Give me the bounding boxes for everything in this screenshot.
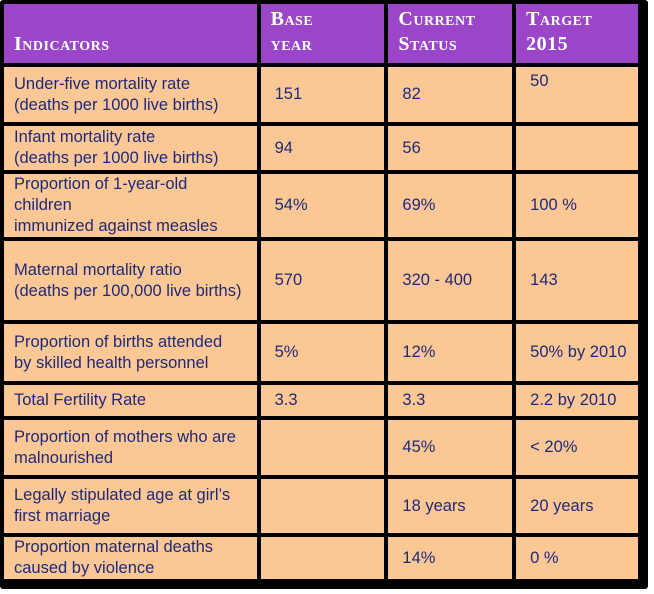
- table-row: Maternal mortality ratio (deaths per 100…: [4, 241, 638, 320]
- target-cell: 50: [516, 67, 638, 122]
- target-cell: 20 years: [516, 479, 638, 533]
- base-year-cell: 3.3: [260, 385, 385, 416]
- indicator-cell: Proportion of births attended by skilled…: [4, 324, 257, 381]
- table-row: Proportion of 1-year-old children immuni…: [4, 174, 638, 237]
- indicator-cell: Proportion maternal deaths caused by vio…: [4, 537, 257, 579]
- base-year-cell: 54%: [260, 174, 385, 237]
- table-row: Proportion of mothers who are malnourish…: [4, 420, 638, 475]
- current-status-cell: 69%: [388, 174, 513, 237]
- current-status-cell: 320 - 400: [388, 241, 513, 320]
- indicator-cell: Maternal mortality ratio (deaths per 100…: [4, 241, 257, 320]
- base-year-cell: 151: [260, 67, 385, 122]
- header-row: Indicators Base year Current Status Targ…: [4, 4, 638, 63]
- target-cell: 143: [516, 241, 638, 320]
- table-row: Infant mortality rate (deaths per 1000 l…: [4, 126, 638, 170]
- table-row: Proportion of births attended by skilled…: [4, 324, 638, 381]
- current-status-cell: 56: [388, 126, 513, 170]
- header-indicators: Indicators: [4, 4, 257, 63]
- indicator-cell: Total Fertility Rate: [4, 385, 257, 416]
- indicator-cell: Under-five mortality rate (deaths per 10…: [4, 67, 257, 122]
- target-cell: 2.2 by 2010: [516, 385, 638, 416]
- table-row: Legally stipulated age at girl’s first m…: [4, 479, 638, 533]
- target-cell: [516, 126, 638, 170]
- base-year-cell: [260, 537, 385, 579]
- table-row: Total Fertility Rate 3.3 3.3 2.2 by 2010: [4, 385, 638, 416]
- base-year-cell: 570: [260, 241, 385, 320]
- indicator-cell: Infant mortality rate (deaths per 1000 l…: [4, 126, 257, 170]
- base-year-cell: 94: [260, 126, 385, 170]
- current-status-cell: 45%: [388, 420, 513, 475]
- indicator-cell: Proportion of mothers who are malnourish…: [4, 420, 257, 475]
- current-status-cell: 18 years: [388, 479, 513, 533]
- target-cell: 0 %: [516, 537, 638, 579]
- indicator-cell: Proportion of 1-year-old children immuni…: [4, 174, 257, 237]
- current-status-cell: 12%: [388, 324, 513, 381]
- base-year-cell: [260, 479, 385, 533]
- header-current-status: Current Status: [388, 4, 513, 63]
- table-row: Proportion maternal deaths caused by vio…: [4, 537, 638, 579]
- header-target-2015: Target 2015: [516, 4, 638, 63]
- indicators-table: Indicators Base year Current Status Targ…: [4, 4, 638, 579]
- header-base-year: Base year: [260, 4, 385, 63]
- base-year-cell: [260, 420, 385, 475]
- base-year-cell: 5%: [260, 324, 385, 381]
- current-status-cell: 3.3: [388, 385, 513, 416]
- current-status-cell: 82: [388, 67, 513, 122]
- target-cell: < 20%: [516, 420, 638, 475]
- current-status-cell: 14%: [388, 537, 513, 579]
- target-cell: 100 %: [516, 174, 638, 237]
- table-row: Under-five mortality rate (deaths per 10…: [4, 67, 638, 122]
- indicator-cell: Legally stipulated age at girl’s first m…: [4, 479, 257, 533]
- target-cell: 50% by 2010: [516, 324, 638, 381]
